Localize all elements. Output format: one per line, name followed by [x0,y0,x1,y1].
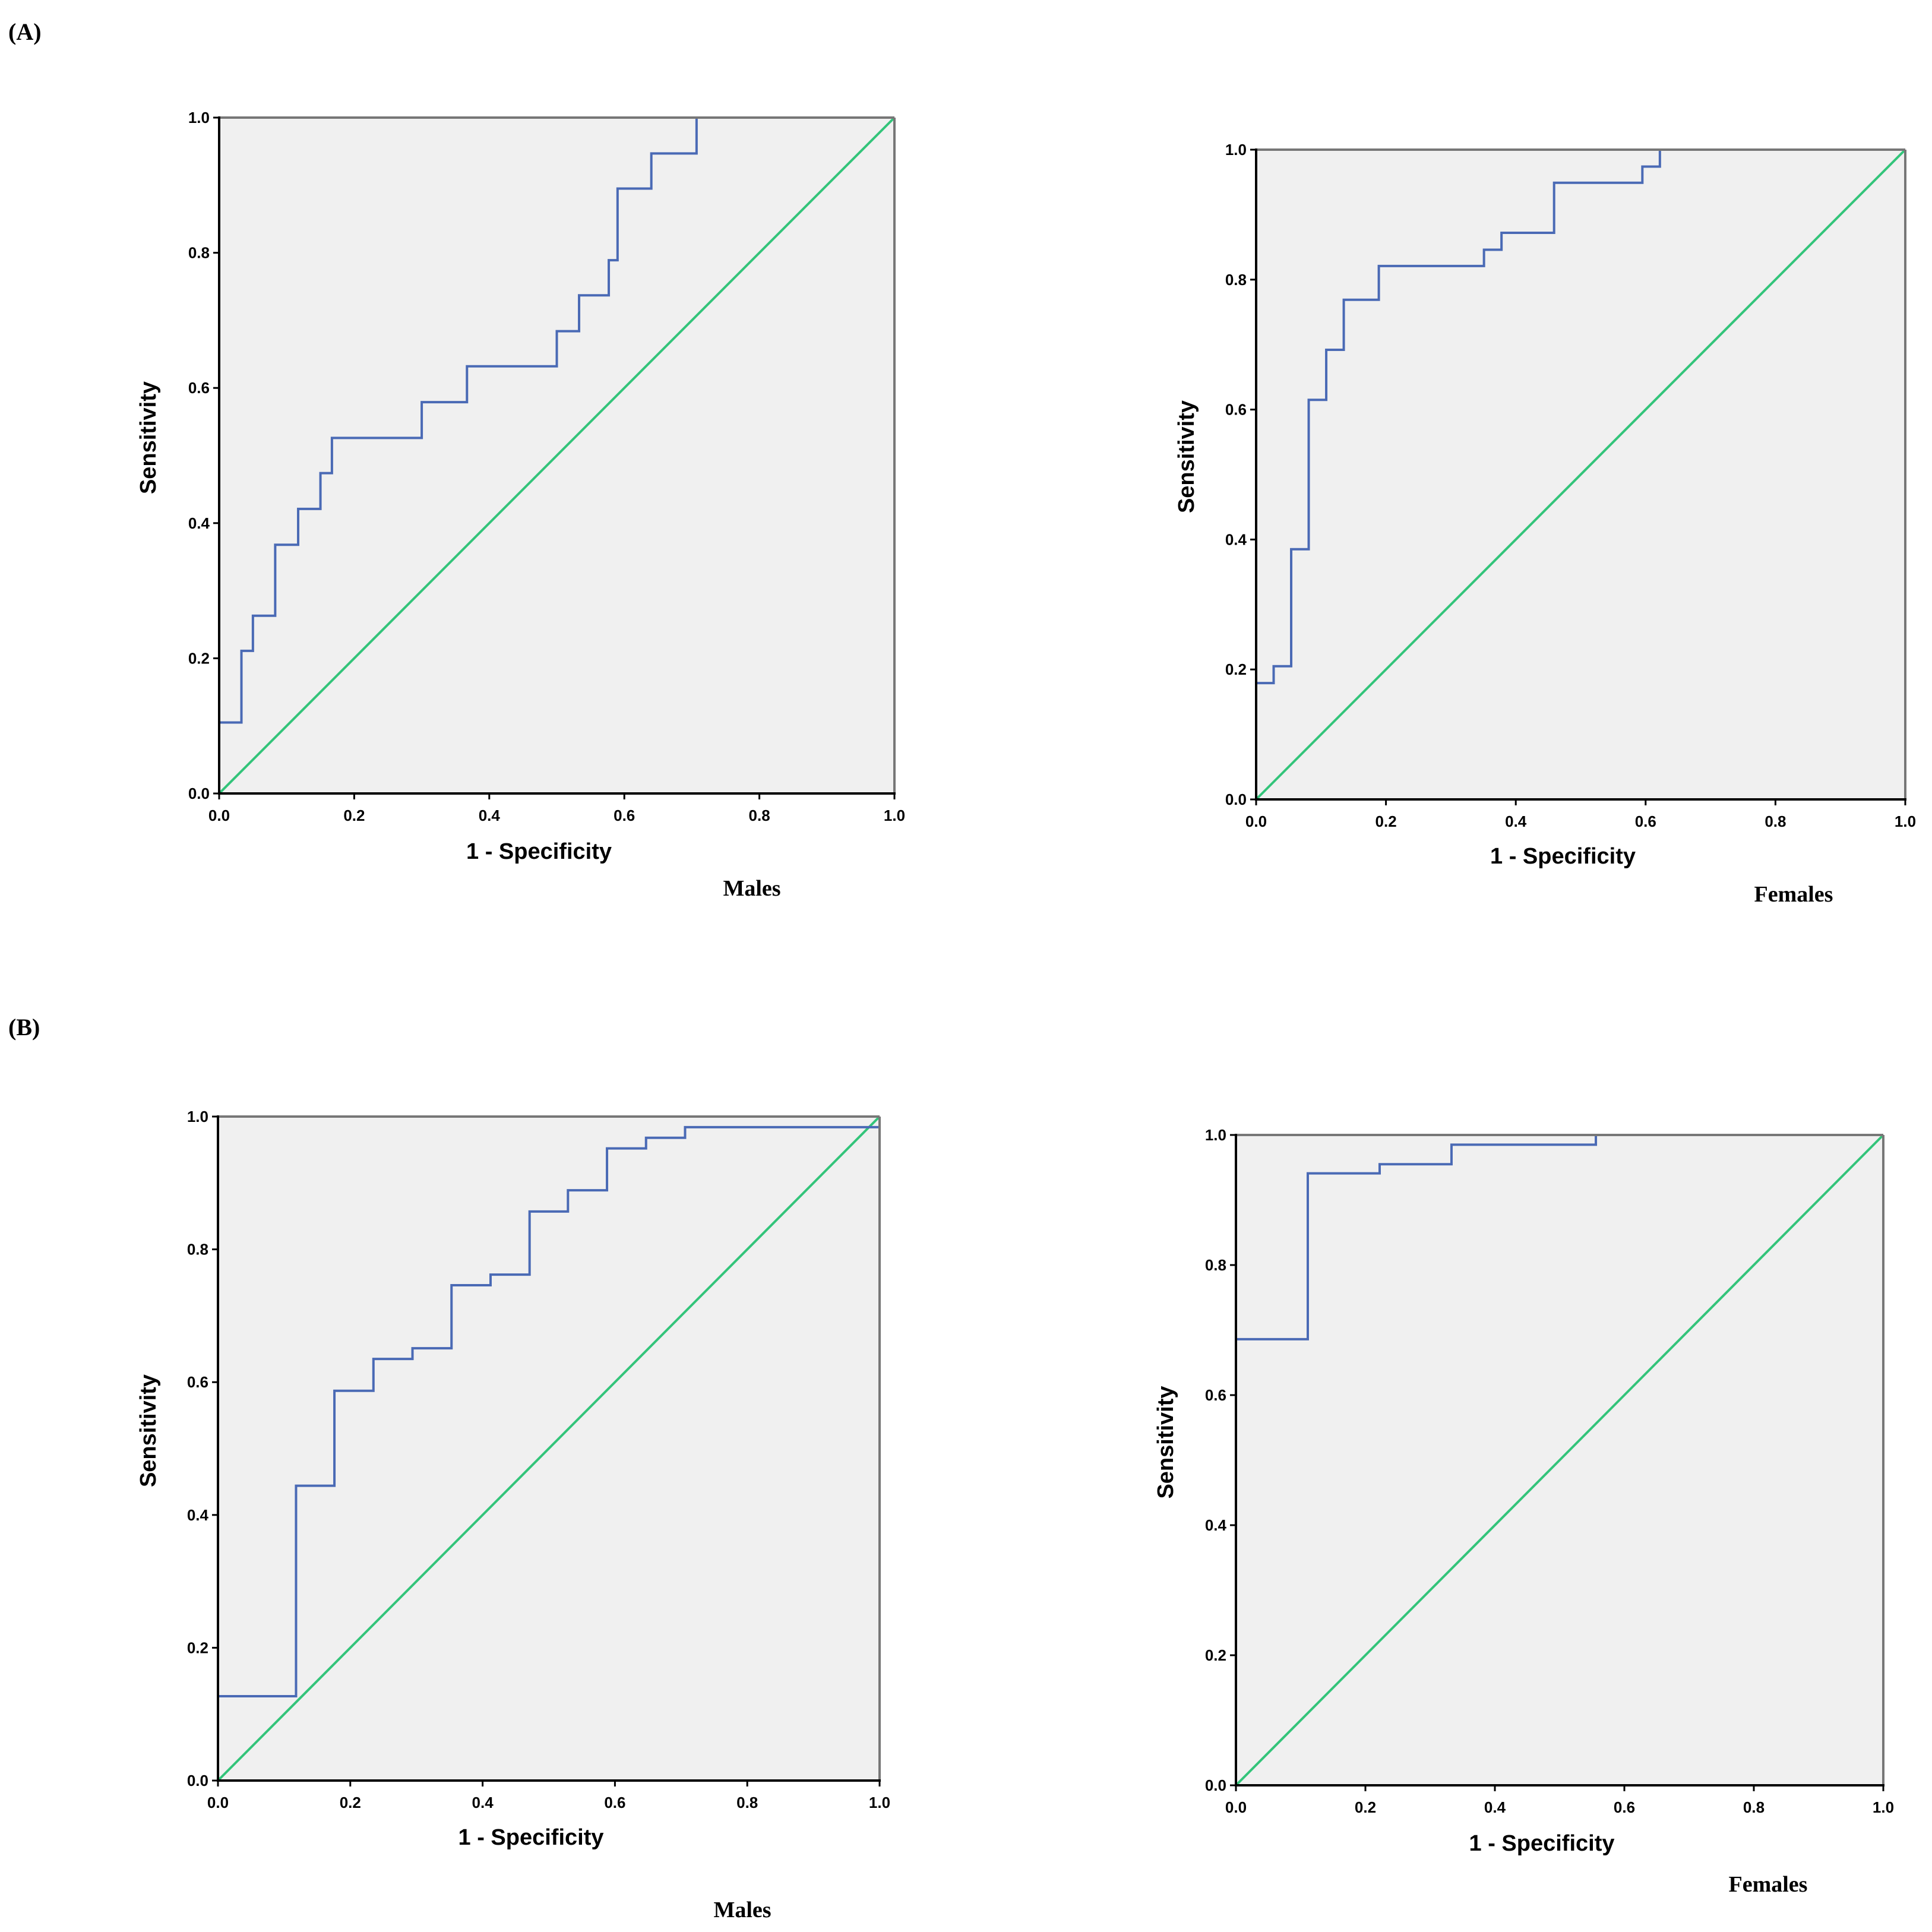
chart-4: 0.0 0.2 0.4 0.6 0.8 1.0 0.0 0.2 0.4 0.6 0.8 1.0 1 - … [1153,1126,1894,1897]
chart-2-ytick-label: 0.8 [1225,271,1247,289]
chart-3: 0.0 0.2 0.4 0.6 0.8 1.0 0.0 0.2 0.4 0.6 0.8 1.0 1 - … [136,1108,890,1922]
chart-1-ytick-label: 0.6 [188,379,210,397]
chart-2-xtick-label: 0.4 [1505,812,1527,830]
chart-1-xtick-label: 0.6 [614,807,635,824]
chart-4-xtick-label: 0.8 [1743,1798,1765,1816]
chart-1-ytick-label: 0.8 [188,244,210,262]
chart-2-reference-line [1255,148,1906,801]
chart-1-ytick-label: 0.4 [188,514,210,532]
chart-2-xtick-label: 0.8 [1765,812,1786,830]
chart-3-ytick-label: 0.2 [187,1639,208,1656]
chart-2-ytick-label: 0.0 [1225,790,1247,808]
chart-1-ytick-label: 1.0 [188,109,210,127]
chart-2-ytick-label: 0.6 [1225,401,1247,419]
chart-4-ytick-label: 0.2 [1205,1646,1226,1664]
chart-2-xtick-label: 0.2 [1376,812,1397,830]
chart-3-ytick-label: 0.8 [187,1241,208,1259]
chart-1-xtick-label: 0.0 [208,807,230,824]
chart-4-x-axis-title: 1 - Specificity [1469,1831,1615,1856]
chart-3-ytick-label: 0.6 [187,1373,208,1391]
chart-4-xtick-label: 0.2 [1355,1798,1376,1816]
chart-1-xtick-label: 0.2 [343,807,365,824]
chart-1-ytick-label: 0.0 [188,785,210,802]
chart-3-xtick-label: 0.6 [604,1794,625,1811]
chart-3-xtick-label: 0.2 [340,1794,361,1811]
chart-3-xtick-label: 0.8 [736,1794,758,1811]
chart-3-reference-line [217,1115,881,1782]
chart-2: 0.0 0.2 0.4 0.6 0.8 1.0 0.0 0.2 0.4 0.6 0.8 1.0 1 - … [1174,141,1916,907]
chart-2-xtick-label: 0.6 [1635,812,1656,830]
chart-4-ytick-label: 0.6 [1205,1386,1226,1404]
chart-2-ytick-label: 0.2 [1225,660,1247,678]
chart-4-xtick-label: 0.6 [1614,1798,1635,1816]
chart-3-xtick-label: 0.0 [207,1794,229,1811]
chart-2-y-axis-title: Sensitivity [1174,400,1199,513]
chart-1-xtick-label: 0.4 [479,807,501,824]
chart-3-ytick-label: 0.4 [187,1506,209,1524]
chart-4-xtick-label: 1.0 [1873,1798,1894,1816]
chart-4-roc-curve [1235,1134,1883,1785]
chart-1-x-axis-title: 1 - Specificity [466,839,612,864]
chart-2-x-axis-title: 1 - Specificity [1490,844,1636,869]
chart-2-xtick-label: 0.0 [1245,812,1267,830]
chart-4-ytick-label: 1.0 [1205,1126,1226,1144]
chart-4-xtick-label: 0.4 [1484,1798,1506,1816]
chart-4-caption: Females [1729,1872,1808,1897]
chart-1: 0.0 0.2 0.4 0.6 0.8 1.0 0.0 0.2 0.4 0.6 0.8 1.0 1 - … [136,109,905,901]
chart-4-y-axis-title: Sensitivity [1153,1386,1178,1498]
chart-3-xtick-label: 0.4 [472,1794,494,1811]
chart-3-ytick-label: 0.0 [187,1772,208,1789]
chart-2-roc-curve [1255,148,1905,799]
chart-2-caption: Females [1754,882,1833,907]
chart-1-xtick-label: 1.0 [884,807,905,824]
chart-1-y-axis-title: Sensitivity [136,381,161,494]
chart-3-y-axis-title: Sensitivity [136,1374,161,1487]
chart-2-ytick-label: 0.4 [1225,530,1247,548]
chart-3-caption: Males [713,1898,771,1922]
chart-3-roc-curve [217,1117,881,1781]
chart-1-xtick-label: 0.8 [749,807,770,824]
chart-2-ytick-label: 1.0 [1225,141,1247,159]
panel-label-a: (A) [8,18,42,45]
chart-3-x-axis-title: 1 - Specificity [459,1825,604,1850]
chart-3-xtick-label: 1.0 [869,1794,890,1811]
chart-1-ytick-label: 0.2 [188,649,210,667]
chart-4-ytick-label: 0.4 [1205,1516,1227,1534]
chart-4-ytick-label: 0.8 [1205,1256,1226,1274]
chart-3-ytick-label: 1.0 [187,1108,208,1125]
chart-1-caption: Males [723,876,780,901]
chart-1-roc-curve [218,116,894,793]
chart-1-reference-line [218,116,896,795]
chart-4-ytick-label: 0.0 [1205,1776,1226,1794]
chart-2-xtick-label: 1.0 [1895,812,1916,830]
chart-4-reference-line [1235,1134,1884,1786]
panel-label-b: (B) [8,1014,40,1041]
chart-4-xtick-label: 0.0 [1225,1798,1247,1816]
